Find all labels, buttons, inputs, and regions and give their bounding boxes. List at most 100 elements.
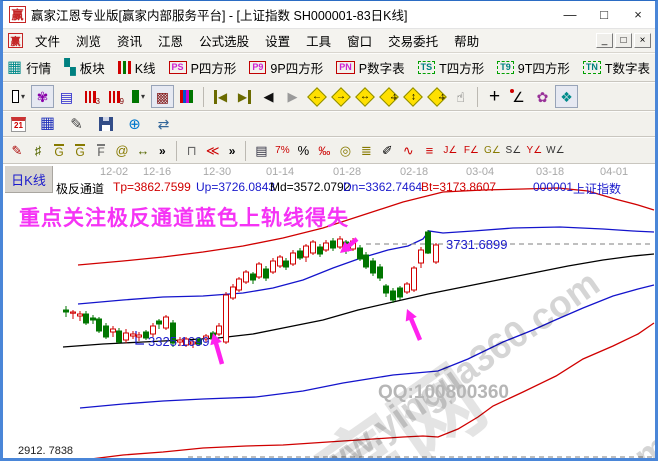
p-square-button[interactable]: PS P四方形 xyxy=(168,58,237,77)
bars3-button[interactable]: 3 xyxy=(79,85,102,108)
diamond-arrow-glyph: ↕ xyxy=(410,90,415,102)
t9-square-button[interactable]: T9 9T四方形 xyxy=(497,58,570,77)
gann-gold-red-button[interactable]: ≡ xyxy=(419,139,439,162)
kline-button[interactable]: K线 xyxy=(117,58,156,77)
overlay-button[interactable]: ▩ xyxy=(151,85,174,108)
calendar-button[interactable]: 21 xyxy=(7,113,30,136)
skip-first-button[interactable]: ◀ xyxy=(209,85,232,108)
calculator-button[interactable]: ▦ xyxy=(36,113,59,136)
gold-circle-icon: ◎ xyxy=(339,143,352,158)
gann-j-angle-button[interactable]: J∠ xyxy=(440,139,460,162)
t9-square-button-label: 9T四方形 xyxy=(517,62,570,76)
next-button[interactable]: ▶ xyxy=(281,85,304,108)
diamond-cross-icon: ↔↕ xyxy=(378,86,399,107)
menu-item-6[interactable]: 设置 xyxy=(265,35,291,49)
hollow-candle-button[interactable]: ▾ xyxy=(127,85,150,108)
diamond-lr-button[interactable]: ↔ xyxy=(353,85,376,108)
info-token-7: 000001 xyxy=(533,180,574,194)
p-table-button[interactable]: PN P数字表 xyxy=(336,58,405,77)
gann-width-button[interactable]: ↔ xyxy=(133,139,153,162)
chan-pattern-button[interactable]: ✾ xyxy=(31,85,54,108)
gann-list-button[interactable]: ▤ xyxy=(251,139,271,162)
date-tick: 04-01 xyxy=(600,166,629,178)
maze-button[interactable]: ❖ xyxy=(555,85,578,108)
candle-style-button[interactable]: ▾ xyxy=(7,85,30,108)
gann-gold-angle-button[interactable]: G∠ xyxy=(482,139,502,162)
gann-gold-grid-button[interactable]: G xyxy=(49,139,69,162)
gann-spiral-button[interactable]: @ xyxy=(112,139,132,162)
diamond-all-button[interactable]: ↔↕ xyxy=(425,85,448,108)
gann-gold-lines-button[interactable]: ≣ xyxy=(356,139,376,162)
gann-pct-lines-button[interactable]: ‰ xyxy=(314,139,334,162)
candle xyxy=(130,331,136,339)
diamond-cross-button[interactable]: ↔↕ xyxy=(377,85,400,108)
date-tick: 02-18 xyxy=(400,166,429,178)
spiral-icon: @ xyxy=(115,143,129,158)
sectors-button[interactable]: ▚ 板块 xyxy=(64,58,105,77)
menu-item-7[interactable]: 工具 xyxy=(306,35,332,49)
gann-fibo-button[interactable]: F xyxy=(91,139,111,162)
close-button[interactable]: × xyxy=(634,7,642,22)
period-label[interactable]: 日K线 xyxy=(5,166,53,193)
toolbar-separator xyxy=(245,140,247,161)
hand-button[interactable]: ☝ xyxy=(449,85,472,108)
menu-item-5[interactable]: 公式选股 xyxy=(199,35,250,49)
diamond-left-button[interactable]: ← xyxy=(305,85,328,108)
menu-item-8[interactable]: 窗口 xyxy=(347,35,373,49)
bars9-button[interactable]: 9 xyxy=(103,85,126,108)
menu-item-4[interactable]: 江恩 xyxy=(158,35,184,49)
gann-wave-button[interactable]: ∿ xyxy=(398,139,418,162)
diamond-right-button[interactable]: → xyxy=(329,85,352,108)
mdi-restore-button[interactable]: □ xyxy=(615,33,632,48)
date-tick: 01-28 xyxy=(333,166,362,178)
gann-hash-button[interactable]: ♯ xyxy=(28,139,48,162)
menu-item-2[interactable]: 浏览 xyxy=(76,35,102,49)
angle-button[interactable]: ∠ xyxy=(507,85,530,108)
web-button[interactable]: ⊕ xyxy=(123,113,146,136)
menu-item-9[interactable]: 交易委托 xyxy=(388,35,439,49)
stamp-button[interactable]: ✿ xyxy=(531,85,554,108)
remote-button[interactable]: ⇄ xyxy=(152,113,175,136)
gann-gold-grid2-button[interactable]: G xyxy=(70,139,90,162)
gann-brush-button[interactable]: ✐ xyxy=(377,139,397,162)
g-angle-icon: G∠ xyxy=(484,144,501,156)
crosshair-icon: + xyxy=(488,86,501,107)
hand-icon: ☝ xyxy=(456,88,465,105)
t-square-button[interactable]: TS T四方形 xyxy=(417,58,484,77)
t-table-button[interactable]: TN T数字表 xyxy=(582,58,650,77)
gann-rays-button[interactable]: ≪ xyxy=(203,139,223,162)
gann-gold-circle-button[interactable]: ◎ xyxy=(335,139,355,162)
menu-item-10[interactable]: 帮助 xyxy=(454,35,480,49)
quotes-button[interactable]: ▦ 行情 xyxy=(7,58,51,77)
menu-item-1[interactable]: 文件 xyxy=(35,35,61,49)
gann-shen-angle-button[interactable]: S∠ xyxy=(503,139,523,162)
gann-ying-angle-button[interactable]: Y∠ xyxy=(524,139,544,162)
mdi-minimize-button[interactable]: _ xyxy=(596,33,613,48)
gann-si-angle-button[interactable]: W∠ xyxy=(545,139,565,162)
save-button[interactable] xyxy=(94,113,117,136)
note-button[interactable]: ▤ xyxy=(55,85,78,108)
diamond-ud-button[interactable]: ↕ xyxy=(401,85,424,108)
gann-7pct-button[interactable]: 7% xyxy=(272,139,292,162)
minimize-button[interactable]: — xyxy=(563,7,577,22)
candlestick-chart[interactable] xyxy=(3,164,655,459)
gann-overflow-icon[interactable]: » xyxy=(159,143,166,158)
gann-pen-button[interactable]: ✎ xyxy=(7,139,27,162)
menu-item-3[interactable]: 资讯 xyxy=(117,35,143,49)
prev-button[interactable]: ◀ xyxy=(257,85,280,108)
p9-square-button[interactable]: P9 9P四方形 xyxy=(249,58,323,77)
notepad-button[interactable]: ✎ xyxy=(65,113,88,136)
diamond-ud-icon: ↕ xyxy=(402,86,423,107)
mdi-close-button[interactable]: × xyxy=(634,33,651,48)
p-square-button-label: P四方形 xyxy=(190,62,237,76)
gann-frame-button[interactable]: ⊓ xyxy=(182,139,202,162)
gann-overflow-icon[interactable]: » xyxy=(228,143,236,158)
maximize-button[interactable]: □ xyxy=(600,7,608,22)
channel-line-bt xyxy=(93,322,655,458)
crosshair-button[interactable]: + xyxy=(483,85,506,108)
skip-last-button[interactable]: ▶ xyxy=(233,85,256,108)
histogram-button[interactable] xyxy=(175,85,198,108)
gann-f-angle-button[interactable]: F∠ xyxy=(461,139,481,162)
gann-pct-button[interactable]: % xyxy=(293,139,313,162)
candle xyxy=(323,240,329,252)
